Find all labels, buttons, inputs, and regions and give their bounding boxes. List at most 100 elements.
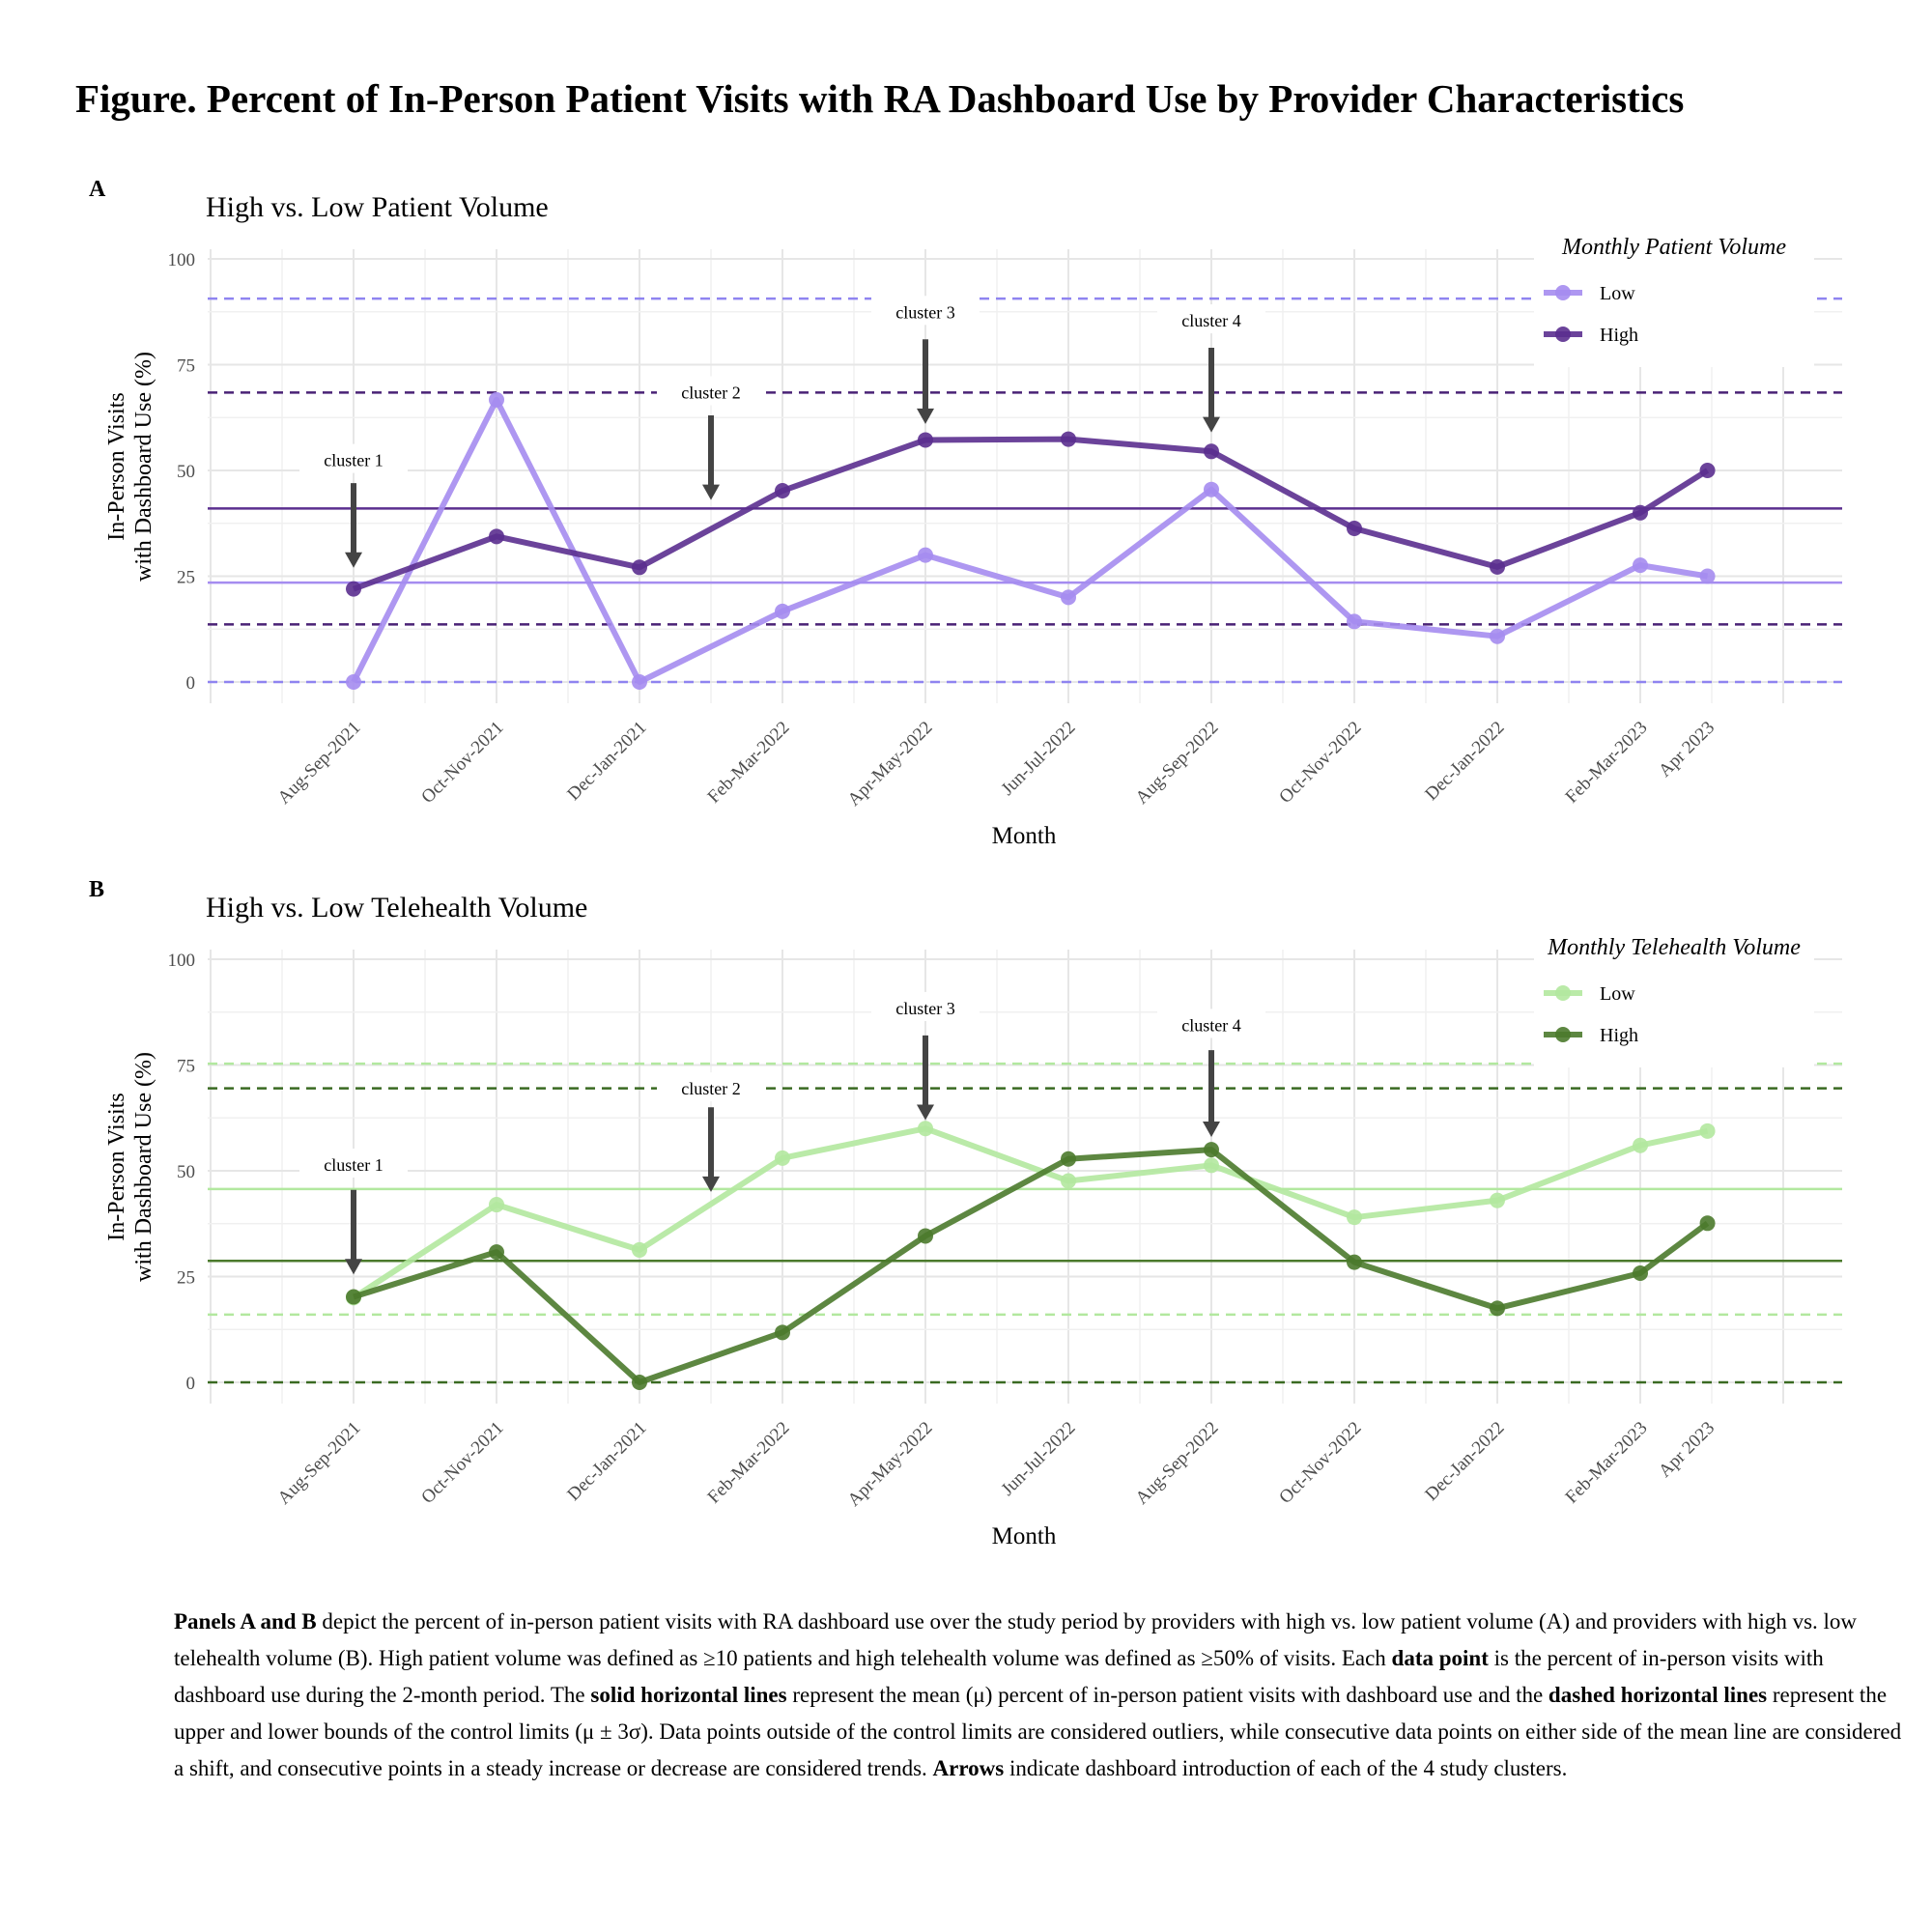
data-point-low	[1490, 1192, 1505, 1208]
y-tick-label: 75	[177, 356, 195, 377]
x-tick-label: Apr 2023	[1655, 718, 1719, 781]
data-point-high	[1061, 431, 1076, 447]
data-point-high	[1633, 504, 1648, 521]
data-point-high	[1204, 1142, 1219, 1158]
y-axis-title-line: with Dashboard Use (%)	[131, 1052, 156, 1282]
cluster-label-box	[299, 443, 408, 473]
x-tick-label: Aug-Sep-2022	[1132, 718, 1223, 809]
x-tick-label: Aug-Sep-2021	[274, 718, 365, 809]
y-axis-title-line: In-Person Visits	[104, 392, 129, 540]
cluster-arrow-head	[702, 484, 720, 500]
cluster-arrow-head	[917, 1104, 934, 1121]
data-point-low	[775, 1150, 790, 1166]
y-tick-label: 25	[177, 1268, 195, 1289]
legend-swatch-point	[1555, 1027, 1571, 1042]
x-tick-label: Dec-Jan-2021	[563, 718, 650, 805]
cluster-arrow-head	[345, 552, 362, 568]
x-axis-title: Month	[992, 823, 1057, 849]
y-tick-label: 100	[168, 250, 196, 270]
x-tick-label: Dec-Jan-2022	[1421, 1418, 1508, 1505]
caption-bold-dashed-lines: dashed horizontal lines	[1548, 1683, 1768, 1707]
data-point-high	[346, 581, 361, 597]
data-point-high	[489, 1244, 504, 1261]
data-point-high	[775, 483, 790, 499]
y-tick-label: 0	[186, 1374, 196, 1394]
x-tick-label: Feb-Mar-2023	[1562, 1418, 1652, 1508]
series-line-low	[352, 1125, 1709, 1300]
cluster-label-box	[299, 1149, 408, 1178]
figure-title: Figure. Percent of In-Person Patient Vis…	[75, 76, 1685, 121]
data-point-high	[1347, 521, 1362, 537]
x-tick-label: Oct-Nov-2021	[417, 718, 507, 808]
data-point-high	[1061, 1151, 1076, 1167]
cluster-label-box	[871, 296, 980, 326]
data-point-high	[918, 1228, 933, 1244]
x-tick-label: Feb-Mar-2023	[1562, 718, 1652, 808]
data-point-high	[346, 1289, 361, 1305]
x-tick-label: Aug-Sep-2022	[1132, 1418, 1223, 1509]
data-point-high	[632, 559, 647, 576]
y-axis-title: In-Person Visitswith Dashboard Use (%)	[104, 352, 156, 582]
cluster-label: cluster 1	[324, 1155, 383, 1175]
data-point-low	[918, 1121, 933, 1137]
x-tick-label: Apr-May-2022	[844, 1418, 937, 1511]
data-point-low	[346, 674, 361, 690]
data-point-low	[1061, 1173, 1076, 1189]
data-point-high	[1699, 463, 1716, 478]
x-tick-label: Dec-Jan-2022	[1421, 718, 1508, 805]
legend-box	[1534, 932, 1814, 1067]
cluster-label: cluster 3	[895, 302, 954, 322]
data-point-low	[489, 391, 504, 408]
cluster-label: cluster 2	[681, 1079, 740, 1098]
data-point-low	[632, 674, 647, 690]
caption-text-4: represent the upper and lower bounds of …	[174, 1683, 1902, 1780]
caption-bold-solid-lines: solid horizontal lines	[590, 1683, 787, 1707]
data-point-high	[1490, 558, 1505, 575]
data-point-high	[489, 528, 504, 545]
cluster-label: cluster 4	[1181, 311, 1240, 330]
figure-caption: Panels A and B depict the percent of in-…	[174, 1604, 1903, 1787]
panel-letter-b: B	[89, 877, 105, 902]
legend-swatch-point	[1555, 327, 1571, 342]
y-axis-title-line: with Dashboard Use (%)	[131, 352, 156, 582]
data-point-low	[1347, 1209, 1362, 1226]
y-tick-label: 50	[177, 462, 195, 482]
y-tick-label: 50	[177, 1162, 195, 1182]
legend-title: Monthly Patient Volume	[1561, 235, 1786, 260]
legend-label-low: Low	[1600, 983, 1635, 1005]
x-tick-label: Feb-Mar-2022	[704, 1418, 794, 1508]
x-tick-label: Dec-Jan-2021	[563, 1418, 650, 1505]
panel-b-title: High vs. Low Telehealth Volume	[206, 892, 588, 923]
caption-text-1: depict the percent of in-person patient …	[174, 1609, 1858, 1670]
data-point-low	[775, 603, 790, 619]
data-point-high	[1490, 1300, 1505, 1317]
cluster-arrow-head	[345, 1259, 362, 1275]
y-tick-label: 25	[177, 568, 195, 588]
data-point-high	[1699, 1215, 1716, 1232]
x-tick-label: Oct-Nov-2022	[1275, 1418, 1365, 1508]
cluster-label: cluster 3	[895, 999, 954, 1018]
data-point-low	[1204, 481, 1219, 497]
legend-title: Monthly Telehealth Volume	[1547, 935, 1801, 960]
data-point-low	[1699, 568, 1716, 584]
data-point-high	[918, 432, 933, 448]
cluster-arrow-head	[1203, 1121, 1220, 1137]
cluster-label: cluster 4	[1181, 1015, 1240, 1035]
data-point-high	[775, 1324, 790, 1341]
cluster-label-box	[871, 991, 980, 1021]
y-tick-label: 100	[168, 951, 196, 971]
data-point-high	[632, 1375, 647, 1390]
x-tick-label: Jun-Jul-2022	[998, 1418, 1080, 1500]
data-point-low	[1490, 628, 1505, 644]
caption-text-3: represent the mean (μ) percent of in-per…	[786, 1683, 1548, 1707]
x-tick-label: Jun-Jul-2022	[998, 718, 1080, 800]
caption-bold-arrows: Arrows	[932, 1756, 1005, 1780]
legend-swatch-point	[1555, 985, 1571, 1001]
data-point-low	[1204, 1157, 1219, 1174]
panel-letter-a: A	[89, 177, 106, 202]
x-axis-title: Month	[992, 1523, 1057, 1549]
cluster-label: cluster 2	[681, 384, 740, 403]
data-point-high	[1347, 1254, 1362, 1270]
x-tick-label: Feb-Mar-2022	[704, 718, 794, 808]
legend-label-high: High	[1600, 325, 1638, 346]
